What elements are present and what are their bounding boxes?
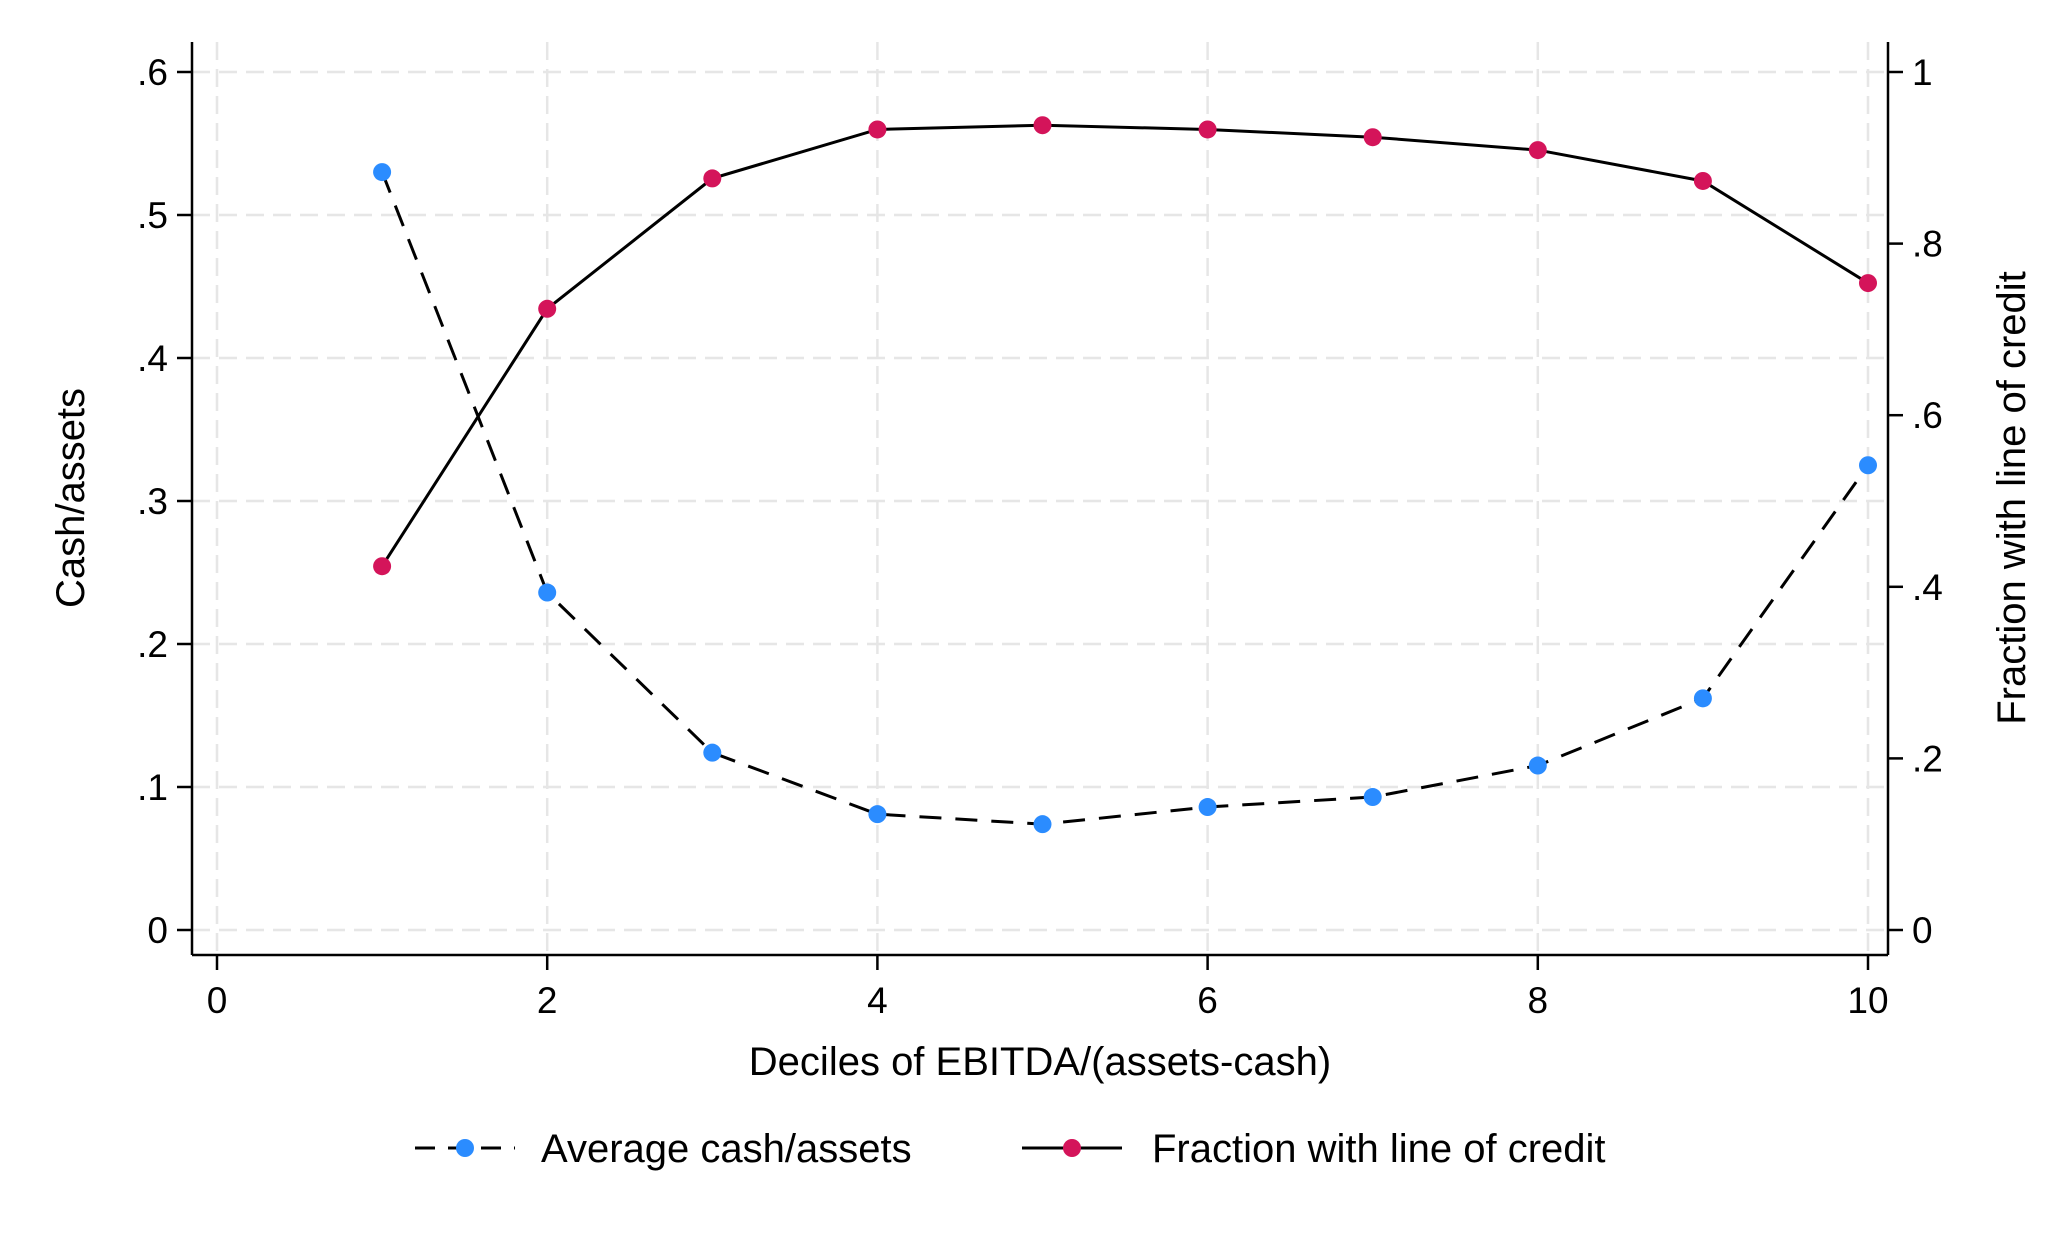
- data-point-fraction-with-line-of-credit: [1363, 128, 1382, 147]
- series-line-average-cash-assets: [380, 171, 1870, 826]
- y-left-tick-label: .1: [137, 767, 168, 808]
- y-left-tick-label: .2: [137, 624, 168, 665]
- labels-layer: Deciles of EBITDA/(assets-cash) Cash/ass…: [49, 271, 2034, 1084]
- x-tick-label: 0: [207, 980, 228, 1021]
- data-point-average-cash-assets: [1693, 689, 1712, 708]
- y-right-tick-label: .2: [1912, 738, 1943, 779]
- y-right-tick-label: .4: [1912, 567, 1943, 608]
- data-point-fraction-with-line-of-credit: [1859, 274, 1877, 293]
- data-point-average-cash-assets: [868, 805, 887, 824]
- x-tick-label: 6: [1197, 980, 1218, 1021]
- data-point-average-cash-assets: [1528, 756, 1547, 775]
- x-axis-title: Deciles of EBITDA/(assets-cash): [749, 1040, 1331, 1084]
- x-tick-label: 10: [1847, 980, 1888, 1021]
- x-tick-label: 8: [1528, 980, 1549, 1021]
- y-right-tick-label: .8: [1912, 224, 1943, 265]
- data-point-average-cash-assets: [703, 743, 722, 762]
- legend-label-average-cash-assets: Average cash/assets: [541, 1127, 912, 1171]
- data-point-fraction-with-line-of-credit: [868, 120, 887, 139]
- x-tick-label: 4: [867, 980, 888, 1021]
- data-point-average-cash-assets: [1363, 788, 1382, 807]
- y-left-tick-label: .6: [137, 52, 168, 93]
- y-left-tick-label: .4: [137, 338, 168, 379]
- data-point-average-cash-assets: [373, 163, 392, 182]
- y-right-tick-label: 1: [1912, 52, 1933, 93]
- data-point-fraction-with-line-of-credit: [703, 169, 722, 188]
- data-point-fraction-with-line-of-credit: [1033, 116, 1052, 135]
- y-left-tick-label: .3: [137, 481, 168, 522]
- legend-item-fraction-line-of-credit: Fraction with line of credit: [1022, 1127, 1606, 1171]
- legend-marker-blue: [456, 1139, 474, 1157]
- data-point-fraction-with-line-of-credit: [1528, 141, 1547, 160]
- data-point-fraction-with-line-of-credit: [538, 299, 557, 318]
- y-right-tick-label: 0: [1912, 910, 1933, 951]
- legend-marker-red: [1063, 1139, 1081, 1157]
- data-point-average-cash-assets: [1859, 456, 1877, 475]
- y-left-tick-label: .5: [137, 195, 168, 236]
- legend-label-fraction-line-of-credit: Fraction with line of credit: [1152, 1127, 1606, 1171]
- data-point-fraction-with-line-of-credit: [373, 557, 392, 576]
- x-tick-label: 2: [537, 980, 558, 1021]
- y-right-tick-label: .6: [1912, 395, 1943, 436]
- y-axis-left-title: Cash/assets: [49, 388, 93, 608]
- grid-layer: [192, 42, 1888, 955]
- legend: Average cash/assets Fraction with line o…: [415, 1127, 1606, 1171]
- data-point-average-cash-assets: [538, 583, 557, 602]
- y-left-tick-label: 0: [147, 910, 168, 951]
- y-axis-right-title: Fraction with line of credit: [1990, 271, 2034, 725]
- series-layer: [373, 116, 1877, 834]
- data-point-average-cash-assets: [1198, 798, 1217, 817]
- series-line-fraction-with-line-of-credit: [380, 123, 1869, 568]
- data-point-average-cash-assets: [1033, 815, 1052, 834]
- data-point-fraction-with-line-of-credit: [1693, 171, 1712, 190]
- data-point-fraction-with-line-of-credit: [1198, 120, 1217, 139]
- legend-item-average-cash-assets: Average cash/assets: [415, 1127, 912, 1171]
- axes-layer: 0 2 4 6 8 10 0 .1 .2 .3 .4 .5 .6 0 .2 .4 .6 .8 1: [137, 42, 1943, 1021]
